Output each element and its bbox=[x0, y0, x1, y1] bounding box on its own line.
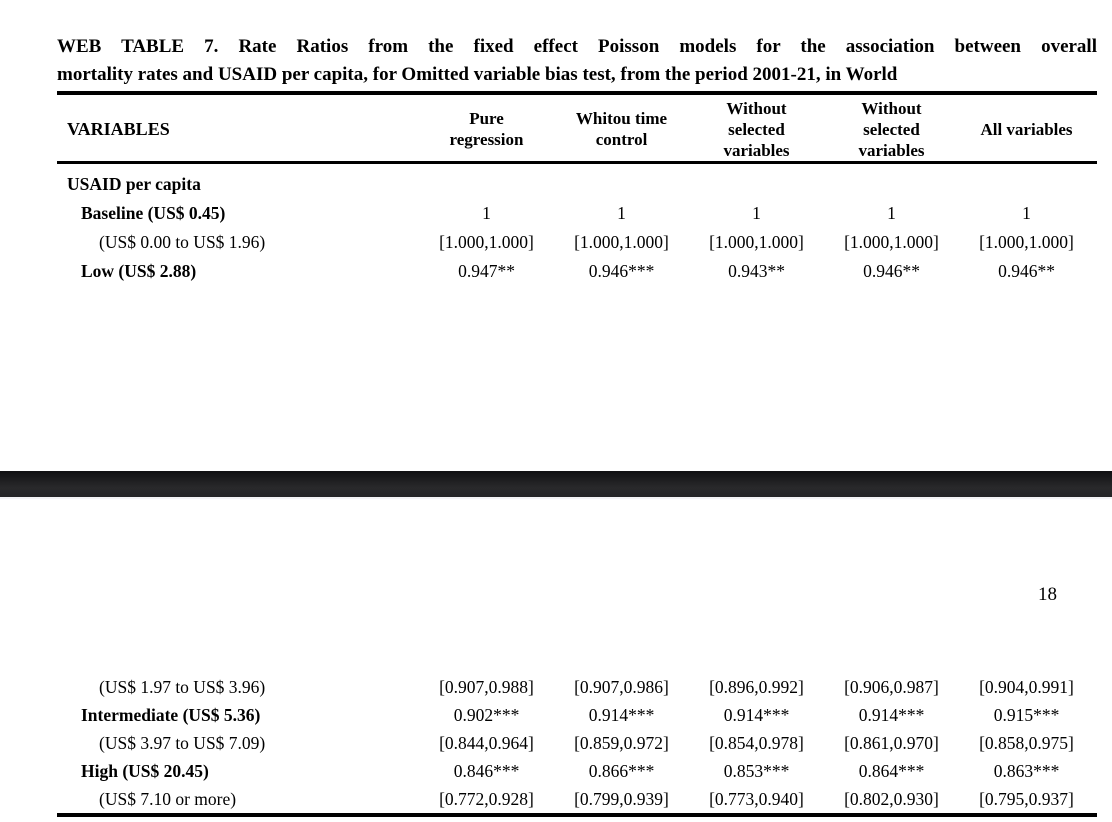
table-row: (US$ 0.00 to US$ 1.96) [1.000,1.000] [1.… bbox=[57, 228, 1097, 257]
cell-value: 1 bbox=[887, 203, 896, 223]
cell-value: [0.802,0.930] bbox=[844, 789, 939, 809]
cell-value: 1 bbox=[1022, 203, 1031, 223]
cell-value bbox=[689, 170, 824, 199]
cell-value: 0.853*** bbox=[723, 761, 790, 781]
cell-value: 0.914*** bbox=[723, 705, 790, 725]
cell-value: [0.772,0.928] bbox=[439, 789, 534, 809]
cell-value bbox=[824, 170, 959, 199]
cell-value: [0.858,0.975] bbox=[979, 733, 1074, 753]
table-row: (US$ 1.97 to US$ 3.96) [0.907,0.988] [0.… bbox=[57, 673, 1097, 701]
row-label: High (US$ 20.45) bbox=[81, 761, 209, 781]
cell-value: 0.902*** bbox=[453, 705, 520, 725]
table-row: Baseline (US$ 0.45) 1 1 1 1 1 bbox=[57, 199, 1097, 228]
table-row: (US$ 3.97 to US$ 7.09) [0.844,0.964] [0.… bbox=[57, 729, 1097, 757]
cell-value: 0.864*** bbox=[858, 761, 925, 781]
table-title: WEB TABLE 7. Rate Ratios from the fixed … bbox=[57, 33, 1097, 95]
cell-value: [0.907,0.986] bbox=[574, 677, 669, 697]
cell-value: 0.947** bbox=[458, 261, 515, 281]
cell-value: 0.946** bbox=[998, 261, 1055, 281]
cell-value: [0.907,0.988] bbox=[439, 677, 534, 697]
column-header-label: Whitou time control bbox=[575, 109, 668, 149]
cell-value: 0.943** bbox=[728, 261, 785, 281]
row-label: (US$ 7.10 or more) bbox=[99, 789, 237, 809]
cell-value: 0.846*** bbox=[453, 761, 520, 781]
table-row: High (US$ 20.45) 0.846*** 0.866*** 0.853… bbox=[57, 757, 1097, 785]
column-header-label: Without selected variables bbox=[858, 98, 925, 160]
row-label: Low (US$ 2.88) bbox=[81, 261, 197, 281]
cell-value: [0.861,0.970] bbox=[844, 733, 939, 753]
column-header-pure-regression: Pure regression bbox=[419, 97, 554, 161]
column-header-without-selected-variables-1: Without selected variables bbox=[689, 97, 824, 161]
table-title-line-1: WEB TABLE 7. Rate Ratios from the fixed … bbox=[57, 36, 1097, 57]
column-header-variables: VARIABLES bbox=[67, 118, 170, 139]
column-header-all-variables: All variables bbox=[959, 97, 1094, 161]
table-row: (US$ 7.10 or more) [0.772,0.928] [0.799,… bbox=[57, 785, 1097, 813]
cell-value: [1.000,1.000] bbox=[439, 232, 534, 252]
cell-value: 0.946*** bbox=[588, 261, 655, 281]
row-label: Baseline (US$ 0.45) bbox=[81, 203, 226, 223]
column-header-label: All variables bbox=[980, 119, 1073, 139]
column-header-label: Without selected variables bbox=[723, 98, 790, 160]
table-title-line-2: mortality rates and USAID per capita, fo… bbox=[57, 64, 898, 85]
cell-value: 0.863*** bbox=[993, 761, 1060, 781]
row-label: (US$ 0.00 to US$ 1.96) bbox=[99, 232, 266, 252]
cell-value: [1.000,1.000] bbox=[979, 232, 1074, 252]
cell-value: 0.914*** bbox=[588, 705, 655, 725]
page-number: 18 bbox=[1038, 584, 1057, 605]
cell-value: [1.000,1.000] bbox=[574, 232, 669, 252]
cell-value: [0.844,0.964] bbox=[439, 733, 534, 753]
row-label: USAID per capita bbox=[67, 174, 201, 194]
cell-value: 1 bbox=[482, 203, 491, 223]
cell-value: [0.904,0.991] bbox=[979, 677, 1074, 697]
cell-value: 0.866*** bbox=[588, 761, 655, 781]
table-row: Low (US$ 2.88) 0.947** 0.946*** 0.943** … bbox=[57, 257, 1097, 286]
row-label: (US$ 1.97 to US$ 3.96) bbox=[99, 677, 266, 697]
column-header-whitou-time-control: Whitou time control bbox=[554, 97, 689, 161]
table-row: USAID per capita bbox=[57, 170, 1097, 199]
row-label: Intermediate (US$ 5.36) bbox=[81, 705, 261, 725]
table-body-top: USAID per capita Baseline (US$ 0.45) 1 1… bbox=[57, 170, 1097, 286]
column-header-without-selected-variables-2: Without selected variables bbox=[824, 97, 959, 161]
cell-value: [1.000,1.000] bbox=[709, 232, 804, 252]
cell-value: [0.773,0.940] bbox=[709, 789, 804, 809]
cell-value: [0.906,0.987] bbox=[844, 677, 939, 697]
page-separator-bar bbox=[0, 471, 1112, 499]
column-header-label: Pure regression bbox=[449, 109, 524, 149]
cell-value: 0.914*** bbox=[858, 705, 925, 725]
table-body-bottom: (US$ 1.97 to US$ 3.96) [0.907,0.988] [0.… bbox=[57, 673, 1097, 817]
cell-value: 1 bbox=[617, 203, 626, 223]
cell-value: [0.854,0.978] bbox=[709, 733, 804, 753]
cell-value: [0.896,0.992] bbox=[709, 677, 804, 697]
cell-value: [1.000,1.000] bbox=[844, 232, 939, 252]
cell-value bbox=[554, 170, 689, 199]
cell-value: [0.859,0.972] bbox=[574, 733, 669, 753]
cell-value: [0.795,0.937] bbox=[979, 789, 1074, 809]
table-header-row: VARIABLES Pure regression Whitou time co… bbox=[57, 97, 1097, 164]
cell-value: 0.915*** bbox=[993, 705, 1060, 725]
cell-value: 1 bbox=[752, 203, 761, 223]
cell-value bbox=[419, 170, 554, 199]
cell-value: [0.799,0.939] bbox=[574, 789, 669, 809]
table-row: Intermediate (US$ 5.36) 0.902*** 0.914**… bbox=[57, 701, 1097, 729]
cell-value: 0.946** bbox=[863, 261, 920, 281]
cell-value bbox=[959, 170, 1094, 199]
row-label: (US$ 3.97 to US$ 7.09) bbox=[99, 733, 266, 753]
